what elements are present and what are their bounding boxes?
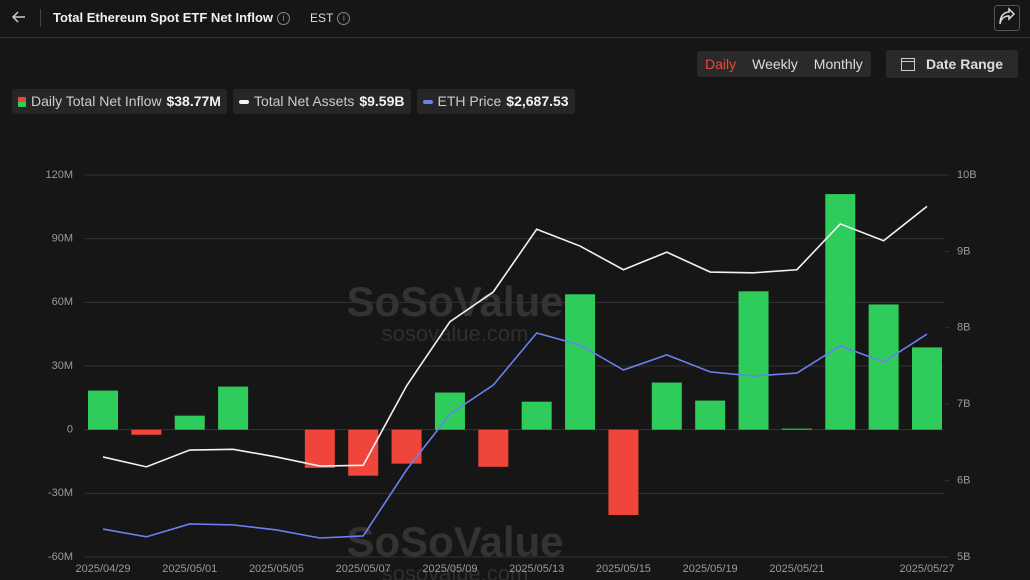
bar bbox=[781, 428, 812, 430]
period-tab[interactable]: Monthly bbox=[813, 56, 863, 72]
watermark: SoSoValue bbox=[346, 518, 563, 565]
x-tick-label: 2025/05/05 bbox=[249, 563, 304, 575]
line bbox=[102, 205, 928, 468]
y2-tick-label: 9B bbox=[957, 245, 970, 257]
calendar-icon bbox=[901, 58, 915, 71]
bar bbox=[695, 400, 726, 430]
period-tabs: Daily Weekly Monthly bbox=[697, 51, 871, 77]
legend: Daily Total Net Inflow $38.77M Total Net A… bbox=[12, 89, 575, 114]
y-tick-label: -30M bbox=[48, 487, 73, 499]
x-tick-label: 2025/05/15 bbox=[596, 563, 651, 575]
line bbox=[102, 332, 928, 539]
y2-tick-label: 5B bbox=[957, 551, 970, 563]
bar bbox=[88, 390, 118, 430]
bar bbox=[218, 386, 249, 430]
share-button[interactable] bbox=[994, 5, 1020, 31]
bar bbox=[738, 291, 769, 430]
legend-swatch bbox=[238, 99, 249, 104]
header: Total Ethereum Spot ETF Net Inflow i EST i bbox=[0, 0, 1030, 38]
x-tick-label: 2025/05/27 bbox=[899, 563, 954, 575]
y-tick-label: 90M bbox=[52, 233, 73, 245]
legend-label: Daily Total Net Inflow bbox=[31, 93, 162, 109]
x-tick-label: 2025/05/21 bbox=[769, 563, 824, 575]
bar bbox=[434, 392, 465, 430]
x-tick-label: 2025/05/13 bbox=[509, 563, 564, 575]
y-tick-label: 120M bbox=[45, 169, 73, 181]
bar bbox=[868, 304, 899, 430]
timezone-text: EST bbox=[310, 11, 334, 25]
bar bbox=[651, 382, 682, 430]
bar bbox=[608, 429, 639, 515]
period-tab[interactable]: Weekly bbox=[752, 56, 798, 72]
timezone: EST i bbox=[310, 11, 351, 25]
x-tick-label: 2025/05/19 bbox=[683, 563, 738, 575]
bar bbox=[825, 194, 856, 430]
legend-label: ETH Price bbox=[437, 93, 502, 109]
y-tick-label: -60M bbox=[48, 551, 73, 563]
watermark-url: sosovalue.com bbox=[382, 321, 529, 346]
date-range-button[interactable]: Date Range bbox=[886, 50, 1018, 78]
title: Total Ethereum Spot ETF Net Inflow i bbox=[53, 10, 291, 25]
bar bbox=[348, 429, 379, 476]
x-tick-label: 2025/05/01 bbox=[162, 563, 217, 575]
legend-value: $9.59B bbox=[359, 93, 405, 109]
y2-tick-label: 7B bbox=[957, 398, 970, 410]
legend-item: Daily Total Net Inflow $38.77M bbox=[12, 89, 227, 114]
y2-tick-label: 6B bbox=[957, 475, 970, 487]
watermark-url: sosovalue.com bbox=[382, 561, 529, 580]
y2-tick-label: 10B bbox=[957, 169, 977, 181]
date-range-text: Date Range bbox=[926, 56, 1004, 72]
back-button[interactable] bbox=[9, 7, 29, 27]
x-tick-label: 2025/04/29 bbox=[75, 563, 130, 575]
legend-value: $2,687.53 bbox=[506, 93, 569, 109]
bar bbox=[391, 429, 422, 464]
bar bbox=[304, 429, 335, 468]
y2-tick-label: 8B bbox=[957, 322, 970, 334]
x-tick-label: 2025/05/09 bbox=[422, 563, 477, 575]
bar bbox=[565, 294, 596, 430]
title-text: Total Ethereum Spot ETF Net Inflow bbox=[53, 10, 274, 25]
info-icon[interactable]: i bbox=[337, 12, 351, 25]
chart: SoSoValuesosovalue.comSoSoValuesosovalue… bbox=[45, 169, 977, 580]
period-tab[interactable]: Daily bbox=[705, 56, 737, 72]
legend-item: Total Net Assets $9.59B bbox=[232, 89, 411, 114]
legend-item: ETH Price $2,687.53 bbox=[416, 89, 575, 114]
info-icon[interactable]: i bbox=[277, 12, 291, 25]
y-tick-label: 60M bbox=[52, 296, 73, 308]
legend-label: Total Net Assets bbox=[253, 93, 355, 109]
bar bbox=[131, 429, 162, 435]
bar bbox=[521, 401, 552, 430]
y-tick-label: 0 bbox=[67, 424, 73, 436]
legend-swatch bbox=[422, 99, 433, 104]
separator bbox=[40, 9, 41, 27]
bar bbox=[174, 415, 205, 430]
legend-swatch bbox=[18, 96, 26, 107]
y-tick-label: 30M bbox=[52, 360, 73, 372]
bar bbox=[478, 429, 509, 467]
legend-value: $38.77M bbox=[166, 93, 221, 109]
x-tick-label: 2025/05/07 bbox=[336, 563, 391, 575]
bar bbox=[912, 347, 942, 430]
